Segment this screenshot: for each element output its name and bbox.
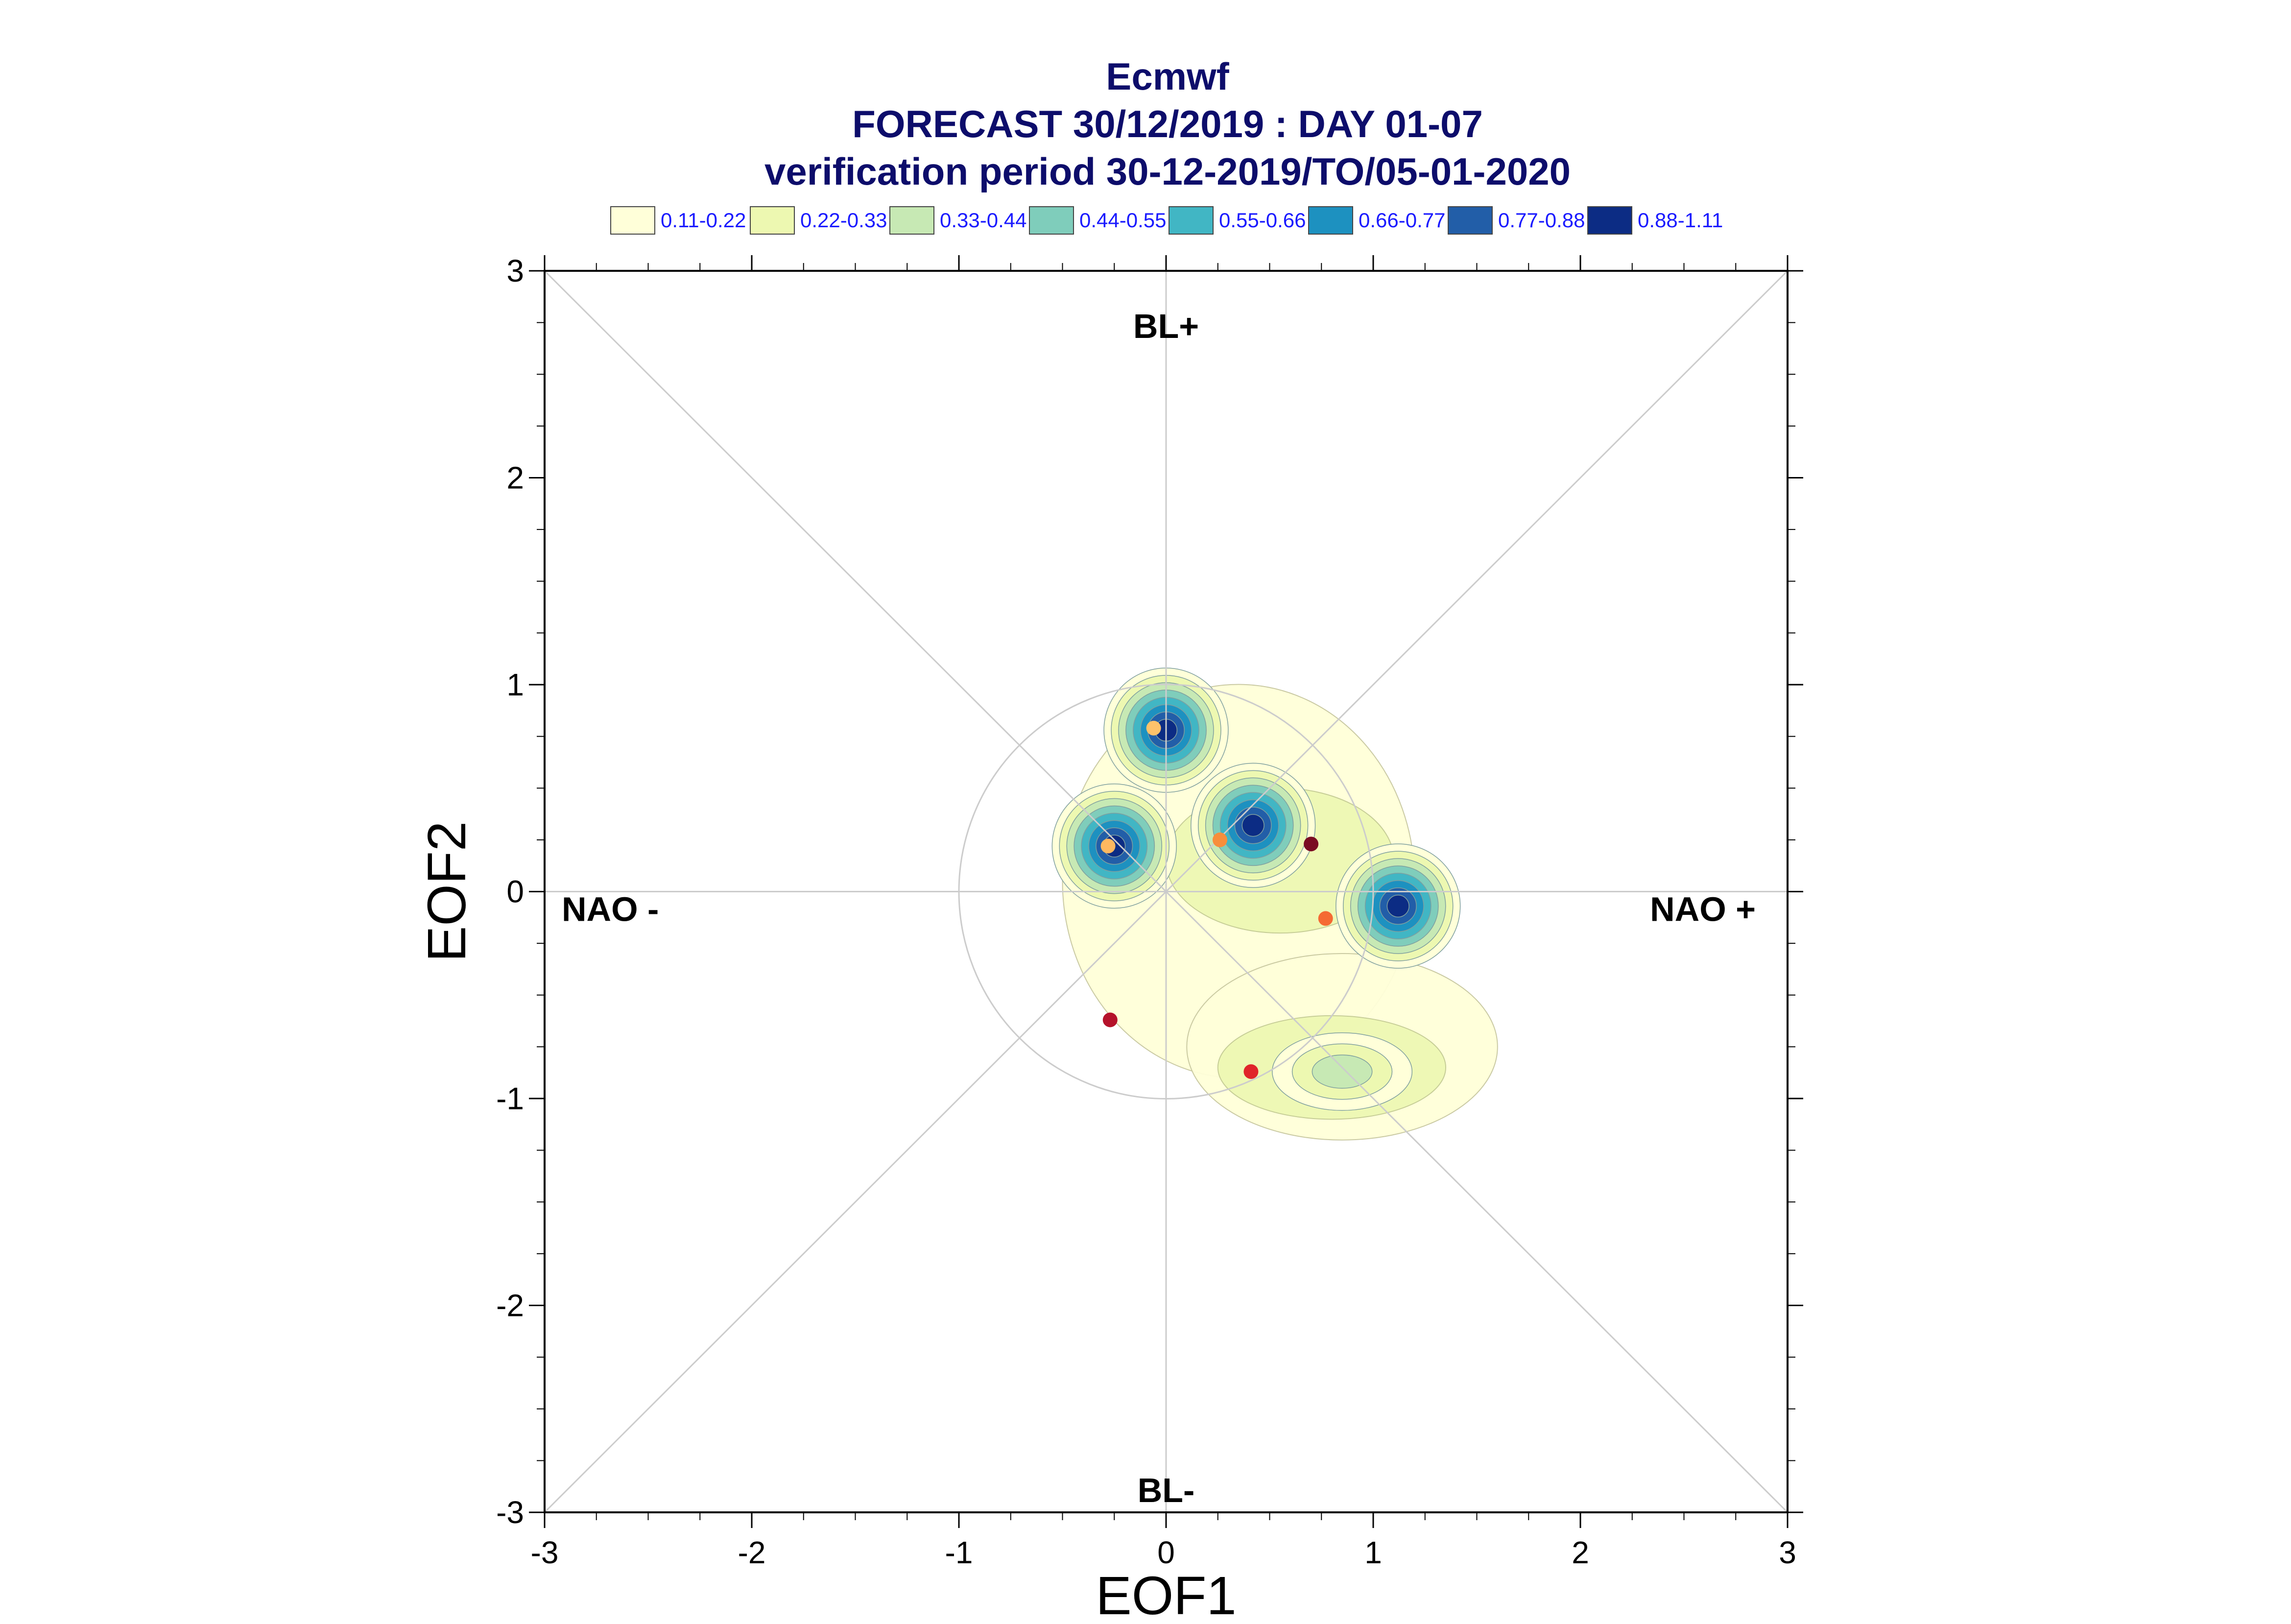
legend-label: 0.44-0.55 bbox=[1079, 209, 1166, 232]
title-line-3: verification period 30-12-2019/TO/05-01-… bbox=[764, 150, 1571, 193]
legend: 0.11-0.22 0.22-0.33 0.33-0.44 0.44-0.55 0.55… bbox=[610, 206, 1723, 235]
legend-swatch bbox=[1169, 206, 1214, 235]
legend-label: 0.33-0.44 bbox=[940, 209, 1026, 232]
x-tick-label: 3 bbox=[1779, 1535, 1796, 1570]
regime-labels: BL+ BL- NAO - NAO + bbox=[562, 307, 1756, 1509]
x-tick-label: -3 bbox=[531, 1535, 559, 1570]
x-tick-label: 1 bbox=[1364, 1535, 1382, 1570]
scatter-point bbox=[1102, 1012, 1118, 1027]
scatter-point bbox=[1304, 836, 1319, 852]
legend-swatch bbox=[1587, 206, 1632, 235]
x-axis-title: EOF1 bbox=[1096, 1566, 1236, 1622]
regime-label-bl-plus: BL+ bbox=[1133, 307, 1199, 345]
legend-swatch bbox=[889, 206, 934, 235]
y-tick-label: -3 bbox=[496, 1495, 524, 1530]
legend-label: 0.77-0.88 bbox=[1498, 209, 1585, 232]
guide-lines bbox=[544, 270, 1789, 1513]
legend-label: 0.66-0.77 bbox=[1359, 209, 1445, 232]
scatter-point bbox=[1146, 720, 1161, 736]
scatter-point bbox=[1212, 832, 1227, 847]
y-tick-label: 2 bbox=[506, 460, 524, 496]
density-contour bbox=[1312, 1054, 1373, 1089]
y-tick-label: 0 bbox=[506, 874, 524, 909]
x-tick-label: -1 bbox=[945, 1535, 973, 1570]
regime-label-nao-minus: NAO - bbox=[562, 890, 659, 929]
legend-label: 0.55-0.66 bbox=[1219, 209, 1306, 232]
scatter-point bbox=[1243, 1064, 1259, 1079]
legend-swatch bbox=[1308, 206, 1353, 235]
legend-swatch bbox=[610, 206, 655, 235]
density-contour bbox=[1241, 814, 1265, 837]
x-axis-ticks: -3 -2 -1 0 1 2 3 bbox=[531, 255, 1796, 1570]
regime-label-nao-plus: NAO + bbox=[1650, 890, 1756, 929]
y-tick-label: -2 bbox=[496, 1288, 524, 1323]
unit-circle bbox=[958, 684, 1374, 1099]
legend-label: 0.88-1.11 bbox=[1638, 209, 1723, 232]
scatter-points bbox=[1100, 720, 1333, 1079]
legend-swatch bbox=[750, 206, 795, 235]
y-axis-ticks: -3 -2 -1 0 1 2 3 bbox=[496, 253, 1803, 1530]
regime-label-bl-minus: BL- bbox=[1138, 1471, 1195, 1509]
y-tick-label: -1 bbox=[496, 1081, 524, 1116]
x-tick-label: -2 bbox=[738, 1535, 766, 1570]
chart-title: Ecmwf FORECAST 30/12/2019 : DAY 01-07 ve… bbox=[764, 55, 1571, 193]
y-tick-label: 1 bbox=[506, 667, 524, 702]
scatter-point bbox=[1100, 838, 1116, 854]
y-tick-label: 3 bbox=[506, 253, 524, 288]
x-tick-label: 2 bbox=[1572, 1535, 1589, 1570]
legend-label: 0.11-0.22 bbox=[661, 209, 746, 232]
x-tick-label: 0 bbox=[1157, 1535, 1175, 1570]
title-line-1: Ecmwf bbox=[1106, 55, 1229, 98]
density-contour bbox=[1386, 894, 1409, 918]
title-line-2: FORECAST 30/12/2019 : DAY 01-07 bbox=[852, 102, 1483, 145]
legend-swatch bbox=[1448, 206, 1493, 235]
legend-swatch bbox=[1029, 206, 1074, 235]
y-axis-title: EOF2 bbox=[417, 821, 477, 962]
density-contours bbox=[1051, 668, 1498, 1141]
legend-label: 0.22-0.33 bbox=[800, 209, 887, 232]
scatter-point bbox=[1318, 911, 1333, 926]
